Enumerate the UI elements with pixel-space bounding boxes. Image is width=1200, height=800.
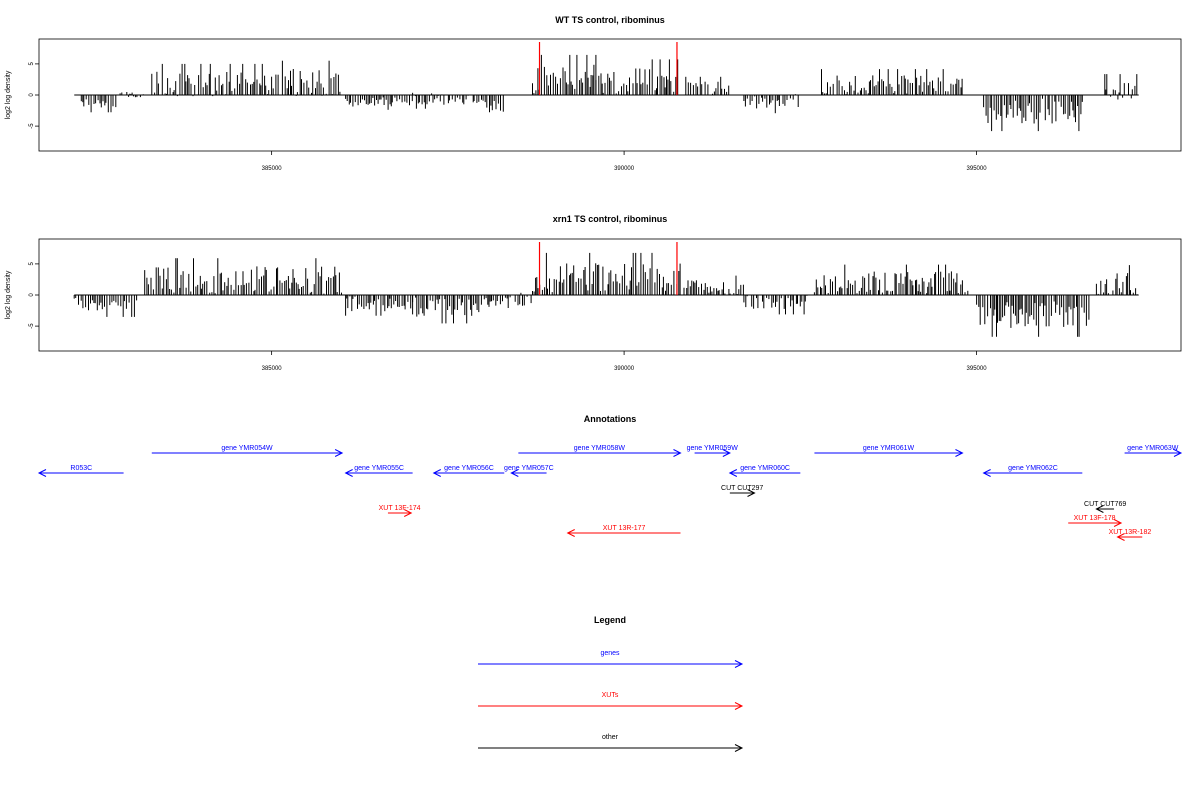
- wt-y-tick-label: -5: [29, 123, 35, 129]
- wt-density-bars: [74, 42, 1139, 132]
- feature-label-cut-cut769: CUT CUT769: [1084, 501, 1126, 508]
- feature-arrow-xut-13f-178: [1068, 519, 1123, 527]
- legend-arrow-genes: [478, 660, 744, 668]
- annotation-features: R053C gene YMR054W gene YMR055C gene YMR056…: [37, 445, 1183, 541]
- feature-label-xut-13f-174: XUT 13F-174: [379, 505, 421, 512]
- xrn1-y-axis-label: log2 log density: [5, 270, 12, 319]
- wt-y-axis-label: log2 log density: [5, 70, 12, 119]
- xrn1-y-tick-label: 5: [29, 262, 35, 266]
- wt-panel-title: WT TS control, ribominus: [555, 15, 665, 25]
- wt-x-tick-label: 385000: [262, 166, 283, 172]
- feature-label-gene-ymr058w: gene YMR058W: [574, 445, 626, 452]
- feature-label-gene-ymr059w: gene YMR059W: [687, 445, 739, 452]
- feature-label-gene-ymr054w: gene YMR054W: [221, 445, 273, 452]
- wt-axes: -5 0 5 385000 390000 395000: [29, 62, 987, 172]
- legend-label-genes: genes: [600, 650, 620, 657]
- xrn1-density-panel: xrn1 TS control, ribominus log2 log dens…: [5, 214, 1182, 372]
- wt-x-tick-label: 390000: [614, 166, 635, 172]
- feature-arrow-r053c: [37, 469, 124, 477]
- feature-label-gene-ymr057c: gene YMR057C: [504, 465, 554, 472]
- feature-arrow-gene-ymr056c: [432, 469, 505, 477]
- feature-arrow-gene-ymr062c: [982, 469, 1083, 477]
- legend-entries: genes XUTs other: [478, 650, 744, 752]
- xrn1-axes: -5 0 5 385000 390000 395000: [29, 262, 987, 372]
- legend-panel: Legend genes XUTs other: [478, 615, 744, 752]
- feature-label-xut-13f-178: XUT 13F-178: [1074, 515, 1116, 522]
- xrn1-x-tick-label: 385000: [262, 366, 283, 372]
- wt-y-tick-label: 0: [29, 93, 35, 97]
- feature-arrow-gene-ymr054w: [151, 449, 344, 457]
- feature-arrow-gene-ymr061w: [814, 449, 964, 457]
- wt-y-tick-label: 5: [29, 62, 35, 66]
- legend-arrow-xuts: [478, 702, 744, 710]
- feature-arrow-cut-cut297: [729, 489, 756, 497]
- feature-arrow-gene-ymr060c: [728, 469, 801, 477]
- feature-arrow-gene-ymr055c: [344, 469, 413, 477]
- annotations-title: Annotations: [584, 414, 637, 424]
- feature-label-gene-ymr061w: gene YMR061W: [863, 445, 915, 452]
- feature-arrow-gene-ymr063w: [1124, 449, 1183, 457]
- legend-title: Legend: [594, 615, 626, 625]
- legend-label-xuts: XUTs: [602, 692, 619, 699]
- xrn1-y-tick-label: -5: [29, 323, 35, 329]
- feature-label-r053c: R053C: [70, 465, 92, 472]
- feature-arrow-gene-ymr059w: [694, 449, 731, 457]
- feature-arrow-xut-13r-177: [566, 529, 681, 537]
- xrn1-density-bars: [73, 242, 1139, 337]
- xrn1-x-tick-label: 395000: [967, 366, 988, 372]
- annotations-panel: Annotations R053C gene YMR054W gene YMR055…: [37, 414, 1183, 541]
- feature-label-gene-ymr056c: gene YMR056C: [444, 465, 494, 472]
- feature-arrow-xut-13f-174: [387, 509, 413, 517]
- feature-arrow-gene-ymr058w: [518, 449, 682, 457]
- xrn1-y-tick-label: 0: [29, 293, 35, 297]
- feature-label-gene-ymr063w: gene YMR063W: [1127, 445, 1179, 452]
- feature-label-gene-ymr060c: gene YMR060C: [740, 465, 790, 472]
- feature-label-gene-ymr055c: gene YMR055C: [354, 465, 404, 472]
- legend-arrow-other: [478, 744, 744, 752]
- feature-label-cut-cut297: CUT CUT297: [721, 485, 763, 492]
- xrn1-panel-title: xrn1 TS control, ribominus: [553, 214, 668, 224]
- feature-arrow-cut-cut769: [1095, 505, 1115, 513]
- legend-label-other: other: [602, 734, 619, 741]
- feature-label-xut-13r-177: XUT 13R-177: [603, 525, 646, 532]
- feature-arrow-xut-13r-182: [1116, 533, 1143, 541]
- wt-x-tick-label: 395000: [967, 166, 988, 172]
- wt-density-panel: WT TS control, ribominus log2 log densit…: [5, 15, 1182, 172]
- feature-label-xut-13r-182: XUT 13R-182: [1109, 529, 1152, 536]
- xrn1-x-tick-label: 390000: [614, 366, 635, 372]
- feature-label-gene-ymr062c: gene YMR062C: [1008, 465, 1058, 472]
- feature-arrow-gene-ymr057c: [510, 469, 547, 477]
